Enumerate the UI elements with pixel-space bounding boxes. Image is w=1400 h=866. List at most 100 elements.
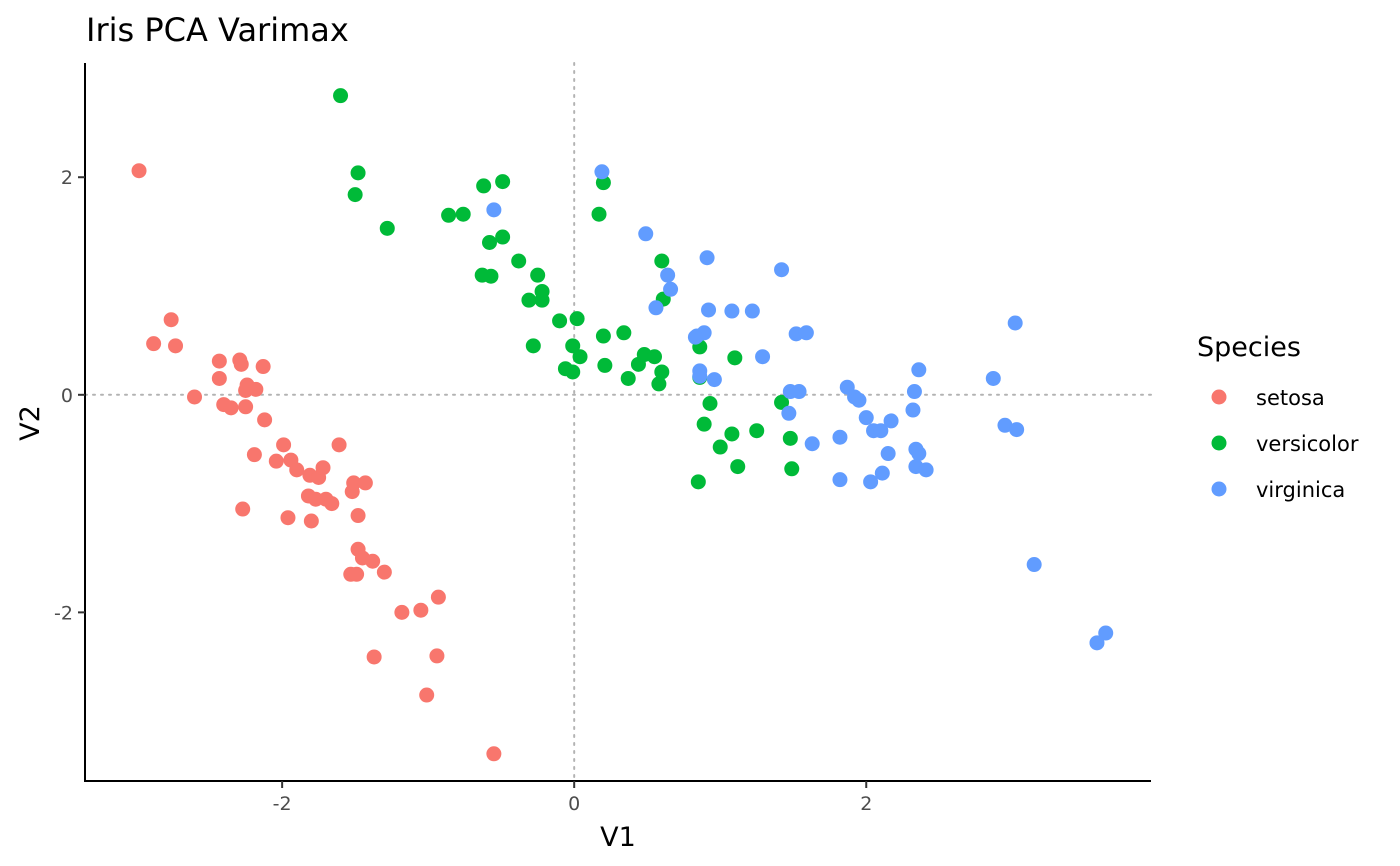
data-point	[525, 338, 541, 354]
x-axis-title: V1	[600, 822, 636, 853]
data-point	[597, 357, 613, 373]
data-point	[911, 362, 927, 378]
data-point	[784, 461, 800, 477]
data-point	[357, 475, 373, 491]
data-point	[791, 384, 807, 400]
series-setosa	[131, 163, 502, 762]
data-point	[687, 329, 703, 345]
data-point	[1007, 315, 1023, 331]
data-point	[350, 165, 366, 181]
data-point	[333, 88, 349, 104]
data-point	[430, 589, 446, 605]
y-axis-ticks: -2 0 2	[54, 167, 85, 624]
series-versicolor	[333, 88, 800, 490]
data-point	[702, 396, 718, 412]
data-point	[146, 336, 162, 352]
data-point	[1026, 557, 1042, 573]
y-tick-label: -2	[54, 602, 73, 624]
legend-title: Species	[1197, 332, 1301, 363]
data-point	[863, 474, 879, 490]
data-point	[255, 359, 271, 375]
data-point	[315, 460, 331, 476]
data-point	[211, 353, 227, 369]
data-point	[248, 381, 264, 397]
y-tick-label: 0	[61, 385, 73, 407]
data-point	[595, 328, 611, 344]
legend-key-setosa	[1211, 389, 1227, 405]
data-point	[223, 400, 239, 416]
data-point	[572, 349, 588, 365]
data-point	[476, 178, 492, 194]
data-point	[985, 370, 1001, 386]
data-point	[749, 423, 765, 439]
data-point	[706, 372, 722, 388]
data-point	[692, 368, 708, 384]
data-point	[724, 426, 740, 442]
data-point	[303, 513, 319, 529]
data-point	[481, 235, 497, 250]
data-point	[781, 405, 797, 421]
y-axis-title: V2	[15, 405, 46, 441]
data-point	[997, 417, 1013, 433]
data-point	[648, 300, 664, 316]
points-layer	[131, 88, 1114, 762]
legend-items: setosa versicolor virginica	[1211, 386, 1359, 502]
data-point	[911, 446, 927, 462]
data-point	[235, 501, 251, 517]
data-point	[331, 437, 347, 453]
data-point	[495, 229, 511, 245]
data-point	[660, 267, 676, 283]
y-tick-label: 2	[61, 167, 73, 189]
legend-key-versicolor	[1211, 435, 1227, 451]
data-point	[654, 253, 670, 269]
data-point	[486, 746, 502, 762]
data-point	[569, 311, 585, 327]
data-point	[651, 376, 667, 392]
data-point	[483, 268, 499, 284]
data-point	[350, 508, 366, 524]
data-point	[774, 262, 790, 278]
data-point	[858, 410, 874, 426]
data-point	[647, 349, 663, 365]
data-point	[880, 446, 896, 462]
data-point	[324, 496, 340, 512]
data-point	[346, 475, 362, 491]
data-point	[727, 350, 743, 366]
data-point	[690, 474, 706, 490]
data-point	[654, 364, 670, 380]
data-point	[455, 206, 471, 222]
data-point	[276, 437, 292, 453]
data-point	[347, 187, 363, 203]
data-point	[712, 439, 728, 455]
data-point	[782, 430, 798, 446]
data-point	[918, 462, 934, 478]
chart-title: Iris PCA Varimax	[86, 11, 349, 49]
data-point	[906, 384, 922, 400]
data-point	[851, 392, 867, 408]
data-point	[211, 370, 227, 386]
data-point	[257, 412, 273, 428]
legend-label-versicolor: versicolor	[1256, 432, 1359, 456]
data-point	[131, 163, 147, 179]
data-point	[394, 604, 410, 620]
data-point	[744, 303, 760, 319]
data-point	[832, 429, 848, 445]
data-point	[1089, 635, 1105, 651]
data-point	[521, 292, 537, 308]
data-point	[905, 402, 921, 418]
data-point	[565, 338, 581, 354]
data-point	[289, 462, 305, 478]
data-point	[233, 356, 249, 372]
data-point	[798, 325, 814, 341]
plot-area	[84, 62, 1152, 782]
data-point	[530, 267, 546, 283]
data-point	[376, 564, 392, 580]
data-point	[774, 394, 790, 410]
data-point	[366, 649, 382, 665]
axes: -2 0 2 -2 0 2	[54, 63, 1151, 815]
x-tick-label: 2	[860, 793, 872, 815]
data-point	[246, 447, 262, 463]
data-point	[724, 303, 740, 319]
data-point	[620, 370, 636, 386]
data-point	[701, 302, 717, 318]
